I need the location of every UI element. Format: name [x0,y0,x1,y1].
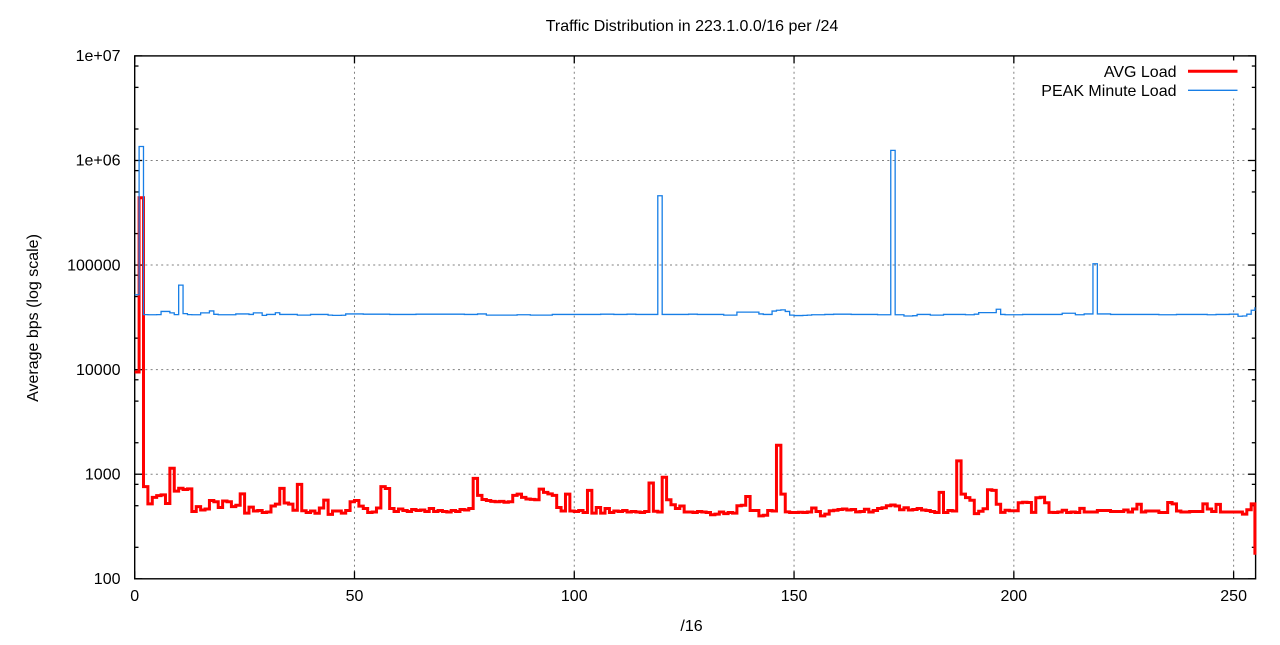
svg-text:10000: 10000 [76,362,121,379]
svg-text:100000: 100000 [67,257,120,274]
svg-text:100: 100 [561,588,588,605]
svg-text:1000: 1000 [85,466,121,483]
svg-text:1e+07: 1e+07 [76,48,121,65]
svg-text:PEAK Minute Load: PEAK Minute Load [1041,83,1176,100]
svg-text:100: 100 [94,571,121,588]
svg-text:0: 0 [130,588,139,605]
svg-text:50: 50 [346,588,364,605]
svg-text:AVG Load: AVG Load [1104,64,1177,81]
svg-text:1e+06: 1e+06 [76,153,121,170]
svg-text:Average bps (log scale): Average bps (log scale) [25,234,42,402]
svg-text:200: 200 [1000,588,1027,605]
svg-text:250: 250 [1220,588,1247,605]
svg-text:Traffic Distribution in 223.1.: Traffic Distribution in 223.1.0.0/16 per… [546,18,839,35]
svg-text:150: 150 [781,588,808,605]
svg-text:/16: /16 [680,618,702,635]
